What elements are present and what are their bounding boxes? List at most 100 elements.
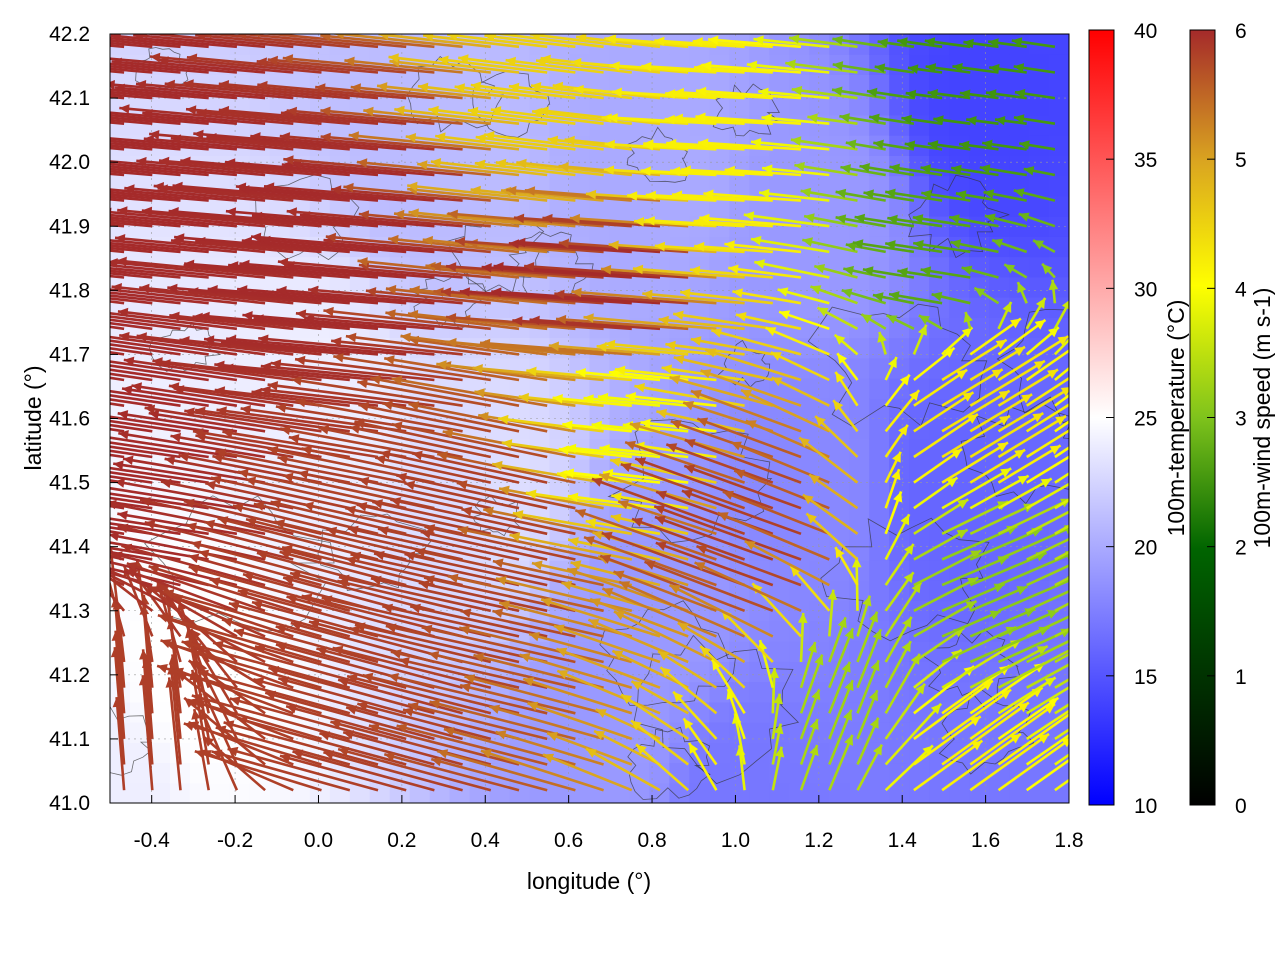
wind-arrow-shaft — [411, 452, 548, 484]
temperature-cell — [909, 114, 930, 136]
wind-arrow-head — [832, 35, 843, 45]
wind-arrow — [110, 360, 238, 382]
wind-arrow — [470, 185, 576, 202]
wind-arrow-head — [49, 259, 59, 269]
wind-arrow-shaft — [294, 357, 463, 382]
wind-arrow — [350, 83, 463, 100]
wind-arrow-shaft — [320, 34, 435, 49]
wind-arrow-shaft — [969, 411, 1044, 459]
wind-arrow-shaft — [162, 590, 322, 638]
wind-arrow-shaft — [794, 163, 858, 177]
wind-arrow-head — [967, 414, 978, 424]
wind-arrow — [325, 232, 491, 254]
wind-arrow-shaft — [490, 34, 604, 49]
temperature-cell — [569, 175, 591, 197]
wind-arrow-head — [989, 610, 1001, 620]
temperature-cell — [769, 661, 790, 683]
wind-arrow-head — [459, 287, 470, 297]
wind-arrow-head — [955, 190, 967, 200]
wind-arrow — [690, 336, 774, 356]
temperature-cell — [869, 459, 890, 480]
wind-arrow-shaft — [307, 288, 463, 305]
wind-arrow — [611, 492, 689, 510]
wind-arrow — [408, 208, 548, 228]
wind-arrow — [110, 167, 181, 177]
wind-arrow-shaft — [599, 554, 746, 613]
wind-arrow — [969, 585, 1028, 612]
wind-arrow-head — [267, 381, 279, 391]
wind-arrow-head — [1119, 621, 1130, 630]
wind-arrow-shaft — [110, 67, 153, 74]
wind-arrow — [256, 550, 379, 587]
wind-arrow — [388, 53, 520, 74]
wind-arrow-shaft — [969, 527, 1043, 561]
wind-arrow-head — [835, 214, 847, 224]
wind-arrow-shaft — [211, 750, 351, 792]
wind-arrow-head — [992, 238, 1004, 248]
wind-arrow — [282, 54, 435, 74]
temperature-cell — [689, 782, 710, 803]
wind-arrow — [799, 744, 819, 791]
wind-arrow-shaft — [114, 236, 266, 254]
wind-arrow-head — [73, 434, 84, 444]
wind-arrow — [501, 439, 604, 459]
temperature-cell — [829, 560, 850, 581]
wind-arrow-head — [191, 709, 201, 720]
wind-arrow — [136, 156, 294, 177]
wind-arrow — [695, 112, 802, 125]
wind-arrow-head — [605, 34, 617, 44]
wind-arrow — [295, 309, 463, 331]
wind-arrow — [1026, 685, 1069, 715]
wind-arrow-head — [959, 140, 970, 151]
wind-arrow — [513, 213, 632, 228]
wind-arrow — [148, 564, 294, 613]
wind-arrow-head — [807, 113, 818, 123]
wind-arrow-shaft — [492, 559, 604, 587]
wind-arrow — [376, 82, 491, 100]
wind-arrow-head — [480, 749, 492, 759]
wind-arrow-shaft — [253, 316, 379, 331]
wind-arrow — [214, 386, 350, 407]
wind-arrow-shaft — [643, 142, 745, 151]
wind-arrow-head — [184, 259, 195, 270]
wind-arrow-shaft — [701, 63, 802, 74]
wind-arrow — [1054, 524, 1069, 535]
wind-arrow-shaft — [144, 657, 154, 740]
wind-arrow-head — [117, 523, 129, 533]
temperature-cell — [669, 94, 690, 116]
contour-line — [110, 706, 152, 776]
wind-arrow — [454, 236, 604, 254]
wind-arrow-head — [408, 702, 419, 712]
wind-arrow-head — [409, 285, 420, 295]
wind-arrow — [1025, 758, 1069, 792]
wind-arrow-head — [256, 550, 268, 560]
wind-arrow — [121, 385, 238, 407]
wind-arrow — [285, 704, 407, 741]
wind-arrow-head — [56, 184, 66, 194]
wind-arrow — [758, 87, 830, 100]
temperature-cell — [1009, 94, 1030, 116]
temperature-cell — [789, 620, 810, 642]
temperature-cell — [489, 782, 511, 803]
wind-arrow — [110, 368, 181, 382]
wind-arrow-head — [571, 287, 582, 298]
wind-arrow-head — [442, 428, 454, 439]
wind-arrow-shaft — [282, 576, 407, 613]
wind-arrow-head — [183, 721, 195, 731]
wind-arrow-head — [239, 259, 250, 270]
wind-arrow-head — [34, 310, 44, 320]
wind-arrow-shaft — [728, 266, 802, 279]
wind-arrow-head — [140, 34, 148, 39]
wind-arrow-shaft — [318, 426, 463, 459]
wind-arrow — [148, 409, 266, 433]
wind-arrow — [348, 131, 491, 151]
wind-arrow-head — [119, 104, 130, 114]
wind-arrow — [884, 571, 915, 612]
wind-arrow-shaft — [333, 34, 463, 49]
wind-arrow — [799, 641, 817, 689]
wind-arrow-head — [110, 531, 120, 542]
wind-arrow-head — [696, 545, 708, 555]
wind-arrow-head — [602, 588, 614, 597]
wind-arrow-shaft — [423, 576, 576, 613]
wind-arrow-head — [872, 629, 882, 641]
